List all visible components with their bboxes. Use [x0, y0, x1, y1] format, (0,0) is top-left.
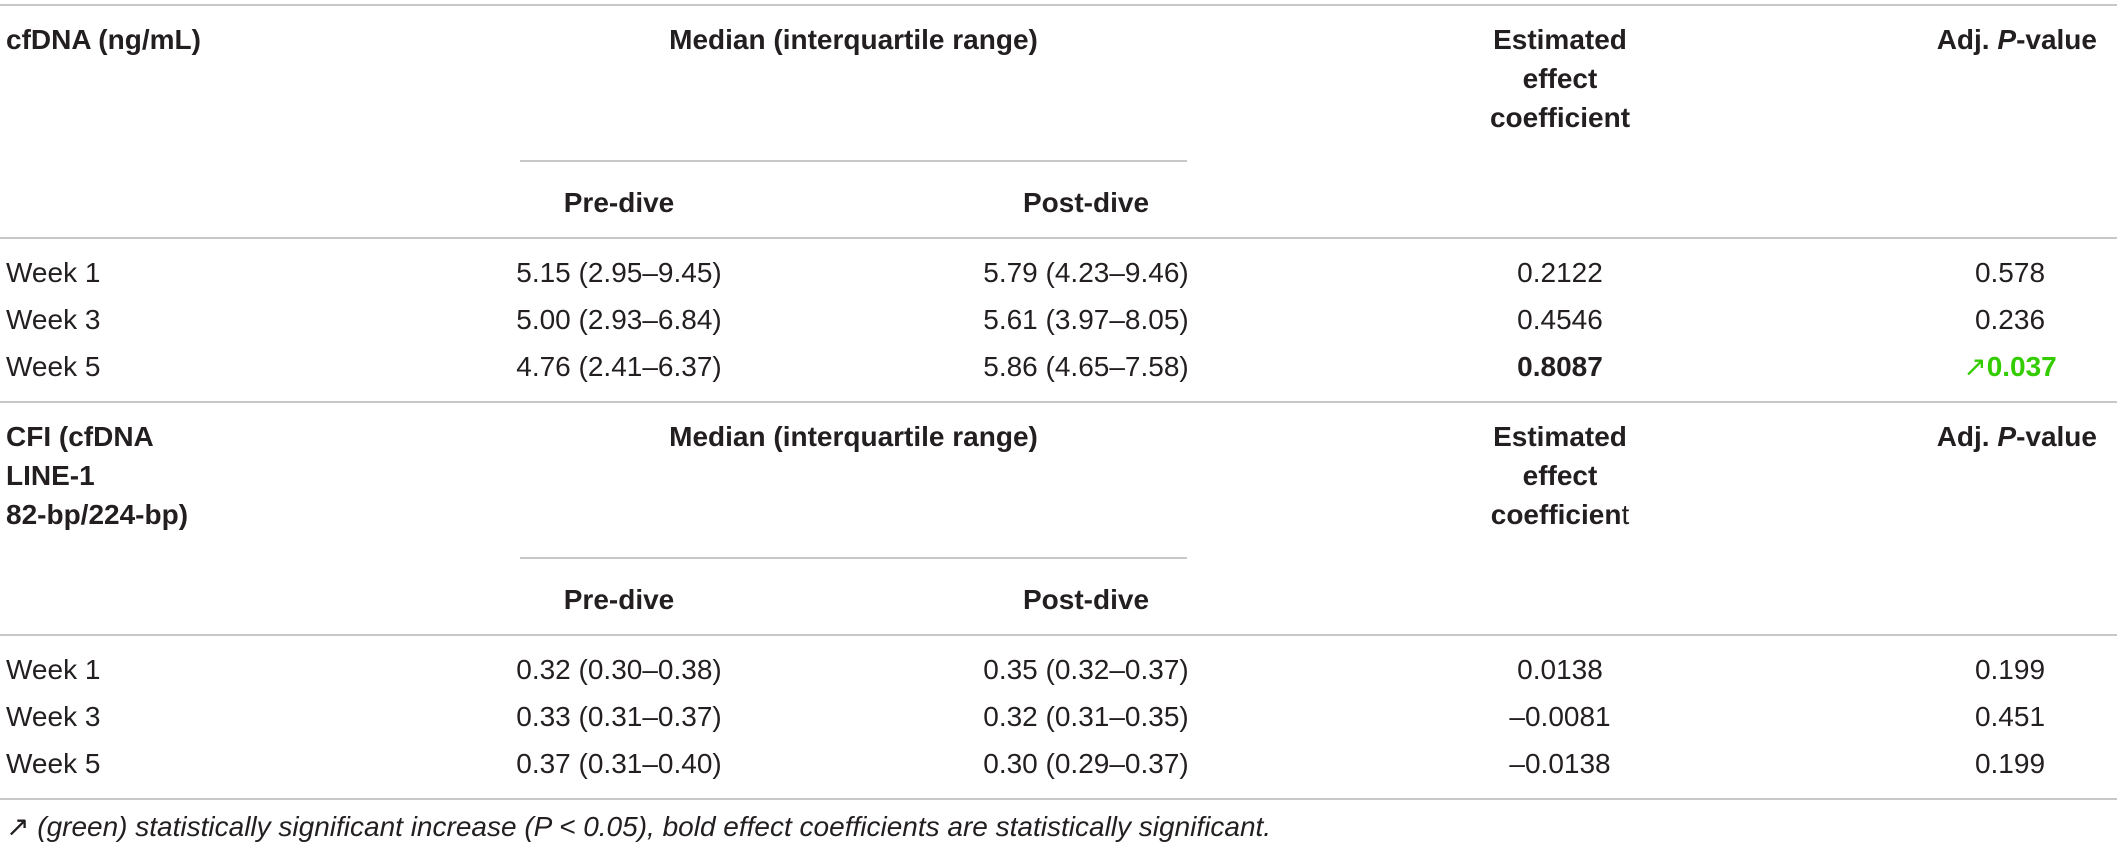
- week-label: Week 1: [6, 257, 101, 288]
- p-header-italic: P: [1997, 421, 2017, 452]
- p-header-italic: P: [1997, 24, 2017, 55]
- effect-coefficient-header: Estimated effect coefficient: [1489, 24, 1631, 133]
- effect-value: 0.0138: [1517, 654, 1603, 685]
- pre-dive-value: 5.15 (2.95–9.45): [516, 257, 722, 288]
- p-value: 0.199: [1974, 748, 2046, 779]
- pre-dive-value: 0.33 (0.31–0.37): [516, 701, 722, 732]
- p-header-suffix: -value: [2016, 421, 2097, 452]
- header-bottom-rule-2: [0, 634, 2117, 636]
- post-dive-value: 0.30 (0.29–0.37): [983, 748, 1189, 779]
- effect-header-bold-part: Estimated effect coefficien: [1490, 421, 1627, 530]
- effect-value: 0.2122: [1517, 257, 1603, 288]
- median-header: Median (interquartile range): [669, 421, 1038, 452]
- post-dive-header: Post-dive: [1022, 584, 1150, 615]
- pre-dive-header: Pre-dive: [563, 584, 675, 615]
- significant-p-value: 0.037: [1986, 351, 2057, 382]
- adj-p-value-header: Adj. P-value: [1937, 20, 2097, 59]
- p-header-prefix: Adj.: [1936, 24, 1998, 55]
- pre-dive-value: 5.00 (2.93–6.84): [516, 304, 722, 335]
- p-value: 0.451: [1974, 701, 2046, 732]
- table-footnote: ↗ (green) statistically significant incr…: [6, 811, 1272, 842]
- week-label: Week 3: [6, 304, 101, 335]
- cfi-label-line: CFI (cfDNA: [6, 421, 154, 452]
- median-header-underline: [520, 160, 1187, 162]
- header-bottom-rule: [0, 237, 2117, 239]
- pre-dive-value: 0.32 (0.30–0.38): [516, 654, 722, 685]
- week-label: Week 5: [6, 748, 101, 779]
- post-dive-value: 5.86 (4.65–7.58): [983, 351, 1189, 382]
- effect-coefficient-header: Estimated effect coefficient: [1460, 417, 1660, 534]
- p-header-prefix: Adj.: [1936, 421, 1998, 452]
- post-dive-value: 0.35 (0.32–0.37): [983, 654, 1189, 685]
- table-bottom-rule: [0, 798, 2117, 800]
- p-header-suffix: -value: [2016, 24, 2097, 55]
- post-dive-header: Post-dive: [1022, 187, 1150, 218]
- post-dive-value: 0.32 (0.31–0.35): [983, 701, 1189, 732]
- increase-arrow-icon: ↗: [1963, 351, 1987, 382]
- p-value-significant: ↗0.037: [1930, 347, 2090, 386]
- effect-value: 0.4546: [1517, 304, 1603, 335]
- effect-value: –0.0081: [1509, 701, 1611, 732]
- section-label-cfi: CFI (cfDNA LINE-1 82-bp/224-bp): [6, 417, 246, 534]
- pre-dive-value: 0.37 (0.31–0.40): [516, 748, 722, 779]
- median-header: Median (interquartile range): [669, 24, 1038, 55]
- post-dive-value: 5.79 (4.23–9.46): [983, 257, 1189, 288]
- p-value: 0.199: [1974, 654, 2046, 685]
- p-value: 0.236: [1974, 304, 2046, 335]
- table-top-rule: [0, 4, 2117, 6]
- p-value: 0.578: [1974, 257, 2046, 288]
- post-dive-value: 5.61 (3.97–8.05): [983, 304, 1189, 335]
- adj-p-value-header: Adj. P-value: [1937, 417, 2097, 456]
- week-label: Week 3: [6, 701, 101, 732]
- pre-dive-value: 4.76 (2.41–6.37): [516, 351, 722, 382]
- pre-dive-header: Pre-dive: [563, 187, 675, 218]
- effect-value: –0.0138: [1509, 748, 1611, 779]
- cfi-label-line: 82-bp/224-bp): [6, 499, 189, 530]
- week-label: Week 5: [6, 351, 101, 382]
- section-divider-rule: [0, 401, 2117, 403]
- week-label: Week 1: [6, 654, 101, 685]
- median-header-underline-2: [520, 557, 1187, 559]
- cfi-label-line: LINE-1: [6, 460, 95, 491]
- section-label-cfdna: cfDNA (ng/mL): [6, 24, 201, 55]
- effect-header-tail: t: [1621, 499, 1630, 530]
- effect-value-significant: 0.8087: [1517, 351, 1603, 382]
